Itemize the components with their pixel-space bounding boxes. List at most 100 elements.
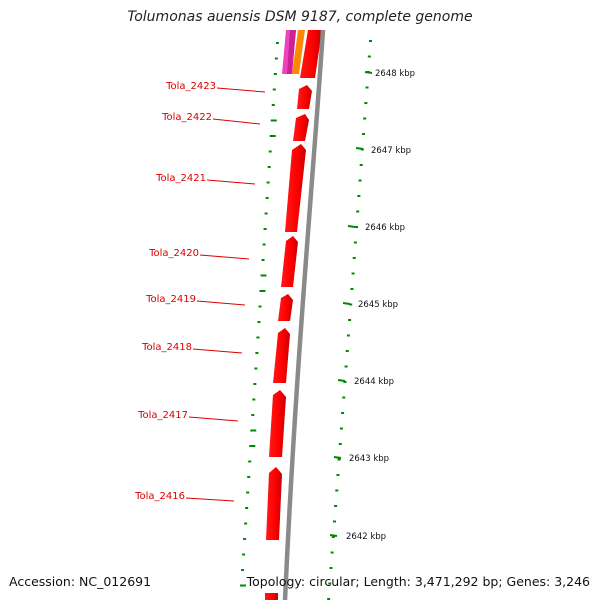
ruler-tick [337,379,346,382]
gc-skew-mark [243,538,247,540]
gc-skew-mark [360,148,364,151]
gene-arrow-partial [265,593,278,600]
gc-skew-mark [263,228,267,230]
gc-skew-mark [367,55,371,58]
ruler-label: 2643 kbp [349,454,389,464]
gc-skew-mark [254,367,258,370]
gc-skew-mark [355,226,359,228]
gc-skew-mark [272,88,276,91]
gc-skew-mark [264,212,268,215]
gc-skew-mark [249,445,256,447]
leader-line [188,416,239,422]
gc-skew-mark [330,551,334,554]
gc-skew-mark [253,383,257,385]
gene-arrow [281,236,298,287]
gc-skew-mark [327,598,331,600]
ruler-tick [347,225,356,228]
gc-skew-mark [364,102,368,104]
gc-skew-mark [255,352,259,354]
gc-skew-track [240,40,372,600]
ruler-tick [329,534,338,537]
gc-skew-mark [256,336,260,339]
gc-skew-mark [369,40,372,42]
gene-label: Tola_2423 [165,81,216,92]
magenta-track-inner [287,30,296,74]
gc-skew-mark [329,567,333,569]
gc-skew-mark [335,489,339,492]
gc-skew-mark [353,241,357,244]
gc-skew-mark [345,350,349,352]
genome-summary: Topology: circular; Length: 3,471,292 bp… [246,574,590,589]
gc-skew-mark [350,288,354,290]
ruler-label: 2647 kbp [371,146,411,156]
ruler-label: 2644 kbp [354,377,394,387]
gc-skew-mark [344,365,348,368]
leader-line [206,179,256,185]
gc-skew-mark [332,520,336,523]
feature-tracks-top [282,30,322,78]
ruler-label: 2642 kbp [346,532,386,542]
ruler-label: 2646 kbp [365,223,405,233]
gc-skew-mark [348,319,352,321]
gc-skew-mark [257,321,261,323]
gc-skew-mark [349,303,353,306]
gc-skew-mark [262,243,266,246]
gene-label: Tola_2418 [141,342,192,353]
gc-skew-mark [244,522,248,525]
leader-line [192,348,243,354]
gc-skew-mark [259,290,266,292]
ruler-label: 2645 kbp [358,300,398,310]
gc-skew-mark [351,272,355,275]
gene-arrow [269,390,286,457]
leader-line [216,87,266,93]
gc-skew-mark [267,166,271,168]
leader-line [212,118,261,125]
ruler-tick [333,456,342,459]
gc-skew-mark [362,133,366,135]
gc-skew-mark [261,259,265,261]
gene-label: Tola_2417 [137,410,188,421]
gc-skew-mark [334,505,338,507]
gene-arrow [293,114,309,141]
accession-label: Accession: NC_012691 [9,574,152,589]
gc-skew-mark [339,427,343,430]
gc-skew-mark [338,443,342,445]
gene-label: Tola_2419 [145,294,196,305]
gc-skew-mark [245,507,249,509]
gc-skew-mark [260,274,267,277]
gc-skew-mark [240,584,247,587]
leader-line [196,300,246,306]
map-title: Tolumonas auensis DSM 9187, complete gen… [127,9,473,25]
gc-skew-mark [268,150,272,153]
orange-track [292,30,305,74]
gc-skew-mark [258,305,262,308]
gc-skew-mark [346,334,350,337]
gc-skew-mark [247,476,251,478]
genome-backbone [282,29,326,600]
gc-skew-mark [343,381,347,383]
ruler-tick [342,302,351,305]
gc-skew-mark [275,42,279,44]
gc-skew-mark [250,429,257,432]
gc-skew-mark [241,569,245,571]
gc-skew-mark [251,414,255,416]
gc-skew-mark [341,412,345,414]
gene-arrow [285,144,306,232]
gc-skew-mark [336,474,340,476]
gene-arrows [265,85,312,600]
gc-skew-mark [358,179,362,182]
gene-labels: Tola_2423 Tola_2422 Tola_2421 Tola_2420 … [134,81,266,502]
gc-skew-mark [352,257,356,259]
gc-skew-mark [265,197,269,199]
gc-skew-mark [242,553,246,556]
leader-line [185,497,235,502]
gene-arrow [273,328,290,383]
gene-label: Tola_2422 [161,112,212,123]
gene-label: Tola_2420 [148,248,199,259]
gc-skew-mark [273,73,277,75]
gc-skew-mark [246,491,250,494]
gc-skew-mark [366,71,370,73]
leader-line [199,254,250,260]
